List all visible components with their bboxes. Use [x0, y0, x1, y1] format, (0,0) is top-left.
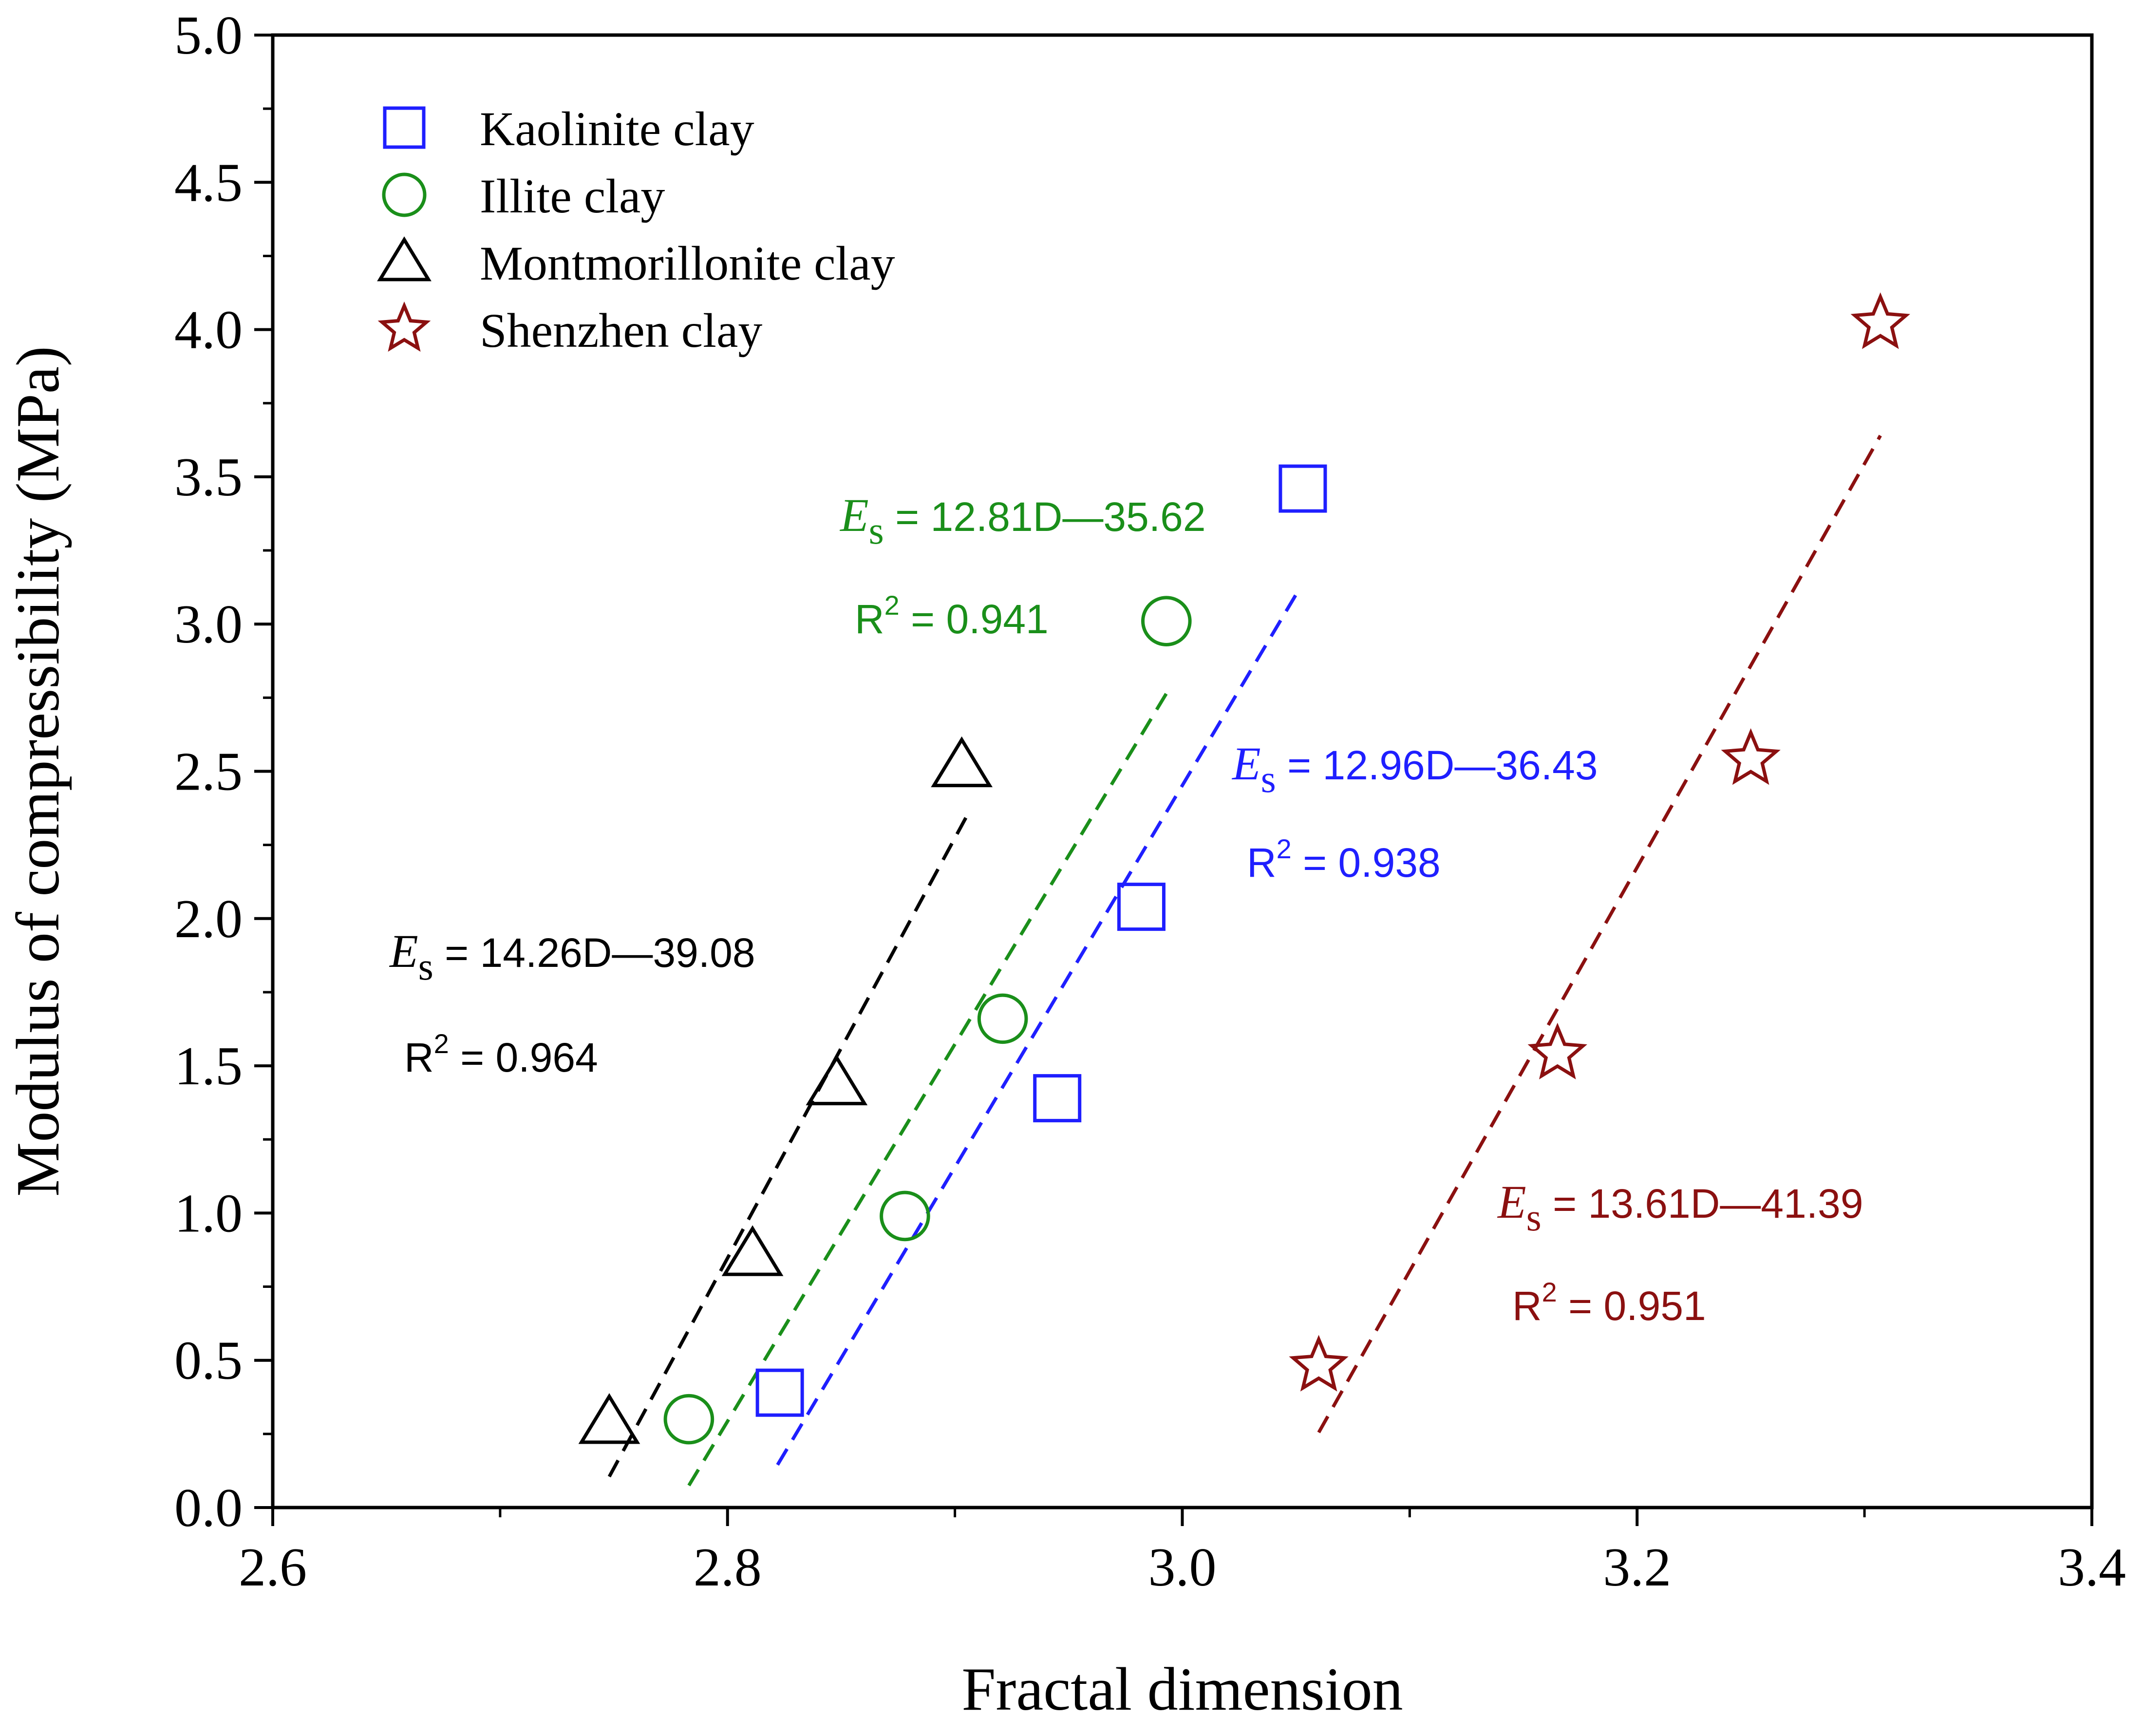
legend-label-illite-clay: Illite clay: [480, 169, 665, 223]
y-tick-label: 2.5: [174, 742, 243, 802]
x-tick-label: 2.6: [239, 1537, 307, 1598]
equation-shenzhen-clay: Es = 13.61D—41.39: [1497, 1176, 1863, 1239]
data-point-montmorillonite-clay: [578, 1393, 640, 1444]
data-point-montmorillonite-clay: [931, 736, 993, 788]
legend-marker-montmorillonite-clay: [377, 236, 432, 282]
legend-label-shenzhen-clay: Shenzhen clay: [480, 303, 762, 358]
fit-line-illite-clay: [687, 685, 1173, 1487]
y-tick-label: 2.0: [174, 889, 243, 949]
r-squared-shenzhen-clay: R2 = 0.951: [1512, 1277, 1706, 1329]
data-point-shenzhen-clay: [1289, 1335, 1349, 1392]
data-point-illite-clay: [663, 1394, 714, 1445]
y-tick-label: 1.5: [174, 1036, 243, 1096]
y-tick-label: 3.5: [174, 447, 243, 508]
y-tick-label: 4.5: [174, 152, 243, 213]
x-tick-label: 3.2: [1603, 1537, 1671, 1598]
y-tick-label: 0.0: [174, 1478, 243, 1538]
y-tick-label: 4.0: [174, 300, 243, 360]
data-point-kaolinite-clay: [1278, 464, 1327, 513]
x-tick-label: 3.4: [2058, 1537, 2126, 1598]
y-tick-label: 5.0: [174, 5, 243, 66]
y-axis-label: Modulus of compressibility (MPa): [4, 346, 72, 1196]
data-point-illite-clay: [977, 993, 1028, 1044]
data-point-montmorillonite-clay: [721, 1225, 784, 1276]
equation-montmorillonite-clay: Es = 14.26D—39.08: [389, 925, 755, 988]
data-point-shenzhen-clay: [1850, 292, 1910, 349]
y-tick-label: 1.0: [174, 1183, 243, 1244]
legend-label-montmorillonite-clay: Montmorillonite clay: [480, 236, 895, 290]
data-point-shenzhen-clay: [1721, 728, 1781, 785]
legend-marker-shenzhen-clay: [377, 301, 431, 352]
x-axis-label: Fractal dimension: [961, 1656, 1403, 1723]
data-point-kaolinite-clay: [755, 1368, 804, 1417]
fit-line-kaolinite-clay: [776, 593, 1297, 1466]
data-point-kaolinite-clay: [1033, 1074, 1082, 1123]
equation-kaolinite-clay: Es = 12.96D—36.43: [1231, 737, 1598, 801]
r-squared-kaolinite-clay: R2 = 0.938: [1247, 833, 1441, 886]
legend-label-kaolinite-clay: Kaolinite clay: [480, 102, 754, 156]
y-tick-label: 3.0: [174, 594, 243, 655]
data-point-illite-clay: [1141, 596, 1192, 646]
y-tick-label: 0.5: [174, 1331, 243, 1391]
fit-line-montmorillonite-clay: [607, 816, 968, 1478]
x-tick-label: 2.8: [694, 1537, 762, 1598]
x-tick-label: 3.0: [1148, 1537, 1217, 1598]
legend-marker-kaolinite-clay: [383, 106, 426, 149]
r-squared-montmorillonite-clay: R2 = 0.964: [404, 1028, 598, 1080]
legend-marker-illite-clay: [382, 172, 427, 217]
r-squared-illite-clay: R2 = 0.941: [855, 590, 1049, 642]
data-point-illite-clay: [880, 1190, 930, 1242]
equation-illite-clay: Es = 12.81D—35.62: [839, 489, 1206, 552]
data-point-montmorillonite-clay: [806, 1054, 868, 1106]
data-point-kaolinite-clay: [1117, 883, 1165, 931]
data-point-shenzhen-clay: [1527, 1022, 1587, 1079]
fit-line-shenzhen-clay: [1317, 434, 1882, 1434]
